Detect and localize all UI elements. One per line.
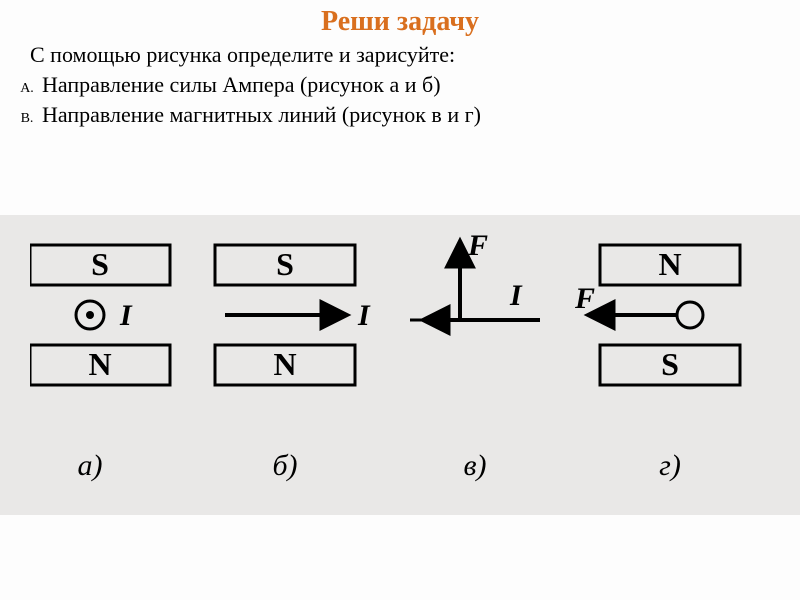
diagram-svg: S N I а) S N I б) F I в) N S	[30, 225, 770, 485]
list-item: A. Направление силы Ампера (рисунок а и …	[12, 72, 782, 98]
group-v: F I в)	[410, 229, 540, 482]
pole-label: S	[91, 246, 109, 282]
group-g: N S F г)	[574, 245, 740, 482]
sub-label: г)	[659, 449, 681, 482]
sub-label: б)	[272, 449, 297, 482]
pole-label: N	[88, 346, 111, 382]
pole-label: S	[661, 346, 679, 382]
list-text: Направление магнитных линий (рисунок в и…	[42, 102, 481, 128]
pole-label: S	[276, 246, 294, 282]
pole-label: N	[273, 346, 296, 382]
label-F: F	[574, 282, 595, 315]
label-I: I	[119, 299, 133, 332]
current-out-icon	[677, 302, 703, 328]
label-I: I	[509, 279, 523, 312]
list-marker: B.	[12, 111, 42, 127]
current-out-dot	[86, 311, 94, 319]
group-a: S N I а)	[30, 245, 170, 482]
task-list: A. Направление силы Ампера (рисунок а и …	[0, 72, 800, 128]
label-F: F	[467, 229, 488, 262]
pole-label: N	[658, 246, 681, 282]
page-title: Реши задачу	[0, 0, 800, 38]
intro-text: С помощью рисунка определите и зарисуйте…	[0, 38, 800, 68]
list-marker: A.	[12, 81, 42, 97]
list-item: B. Направление магнитных линий (рисунок …	[12, 102, 782, 128]
group-b: S N I б)	[215, 245, 371, 482]
sub-label: а)	[78, 449, 103, 482]
label-I: I	[357, 299, 371, 332]
list-text: Направление силы Ампера (рисунок а и б)	[42, 72, 441, 98]
sub-label: в)	[463, 449, 486, 482]
